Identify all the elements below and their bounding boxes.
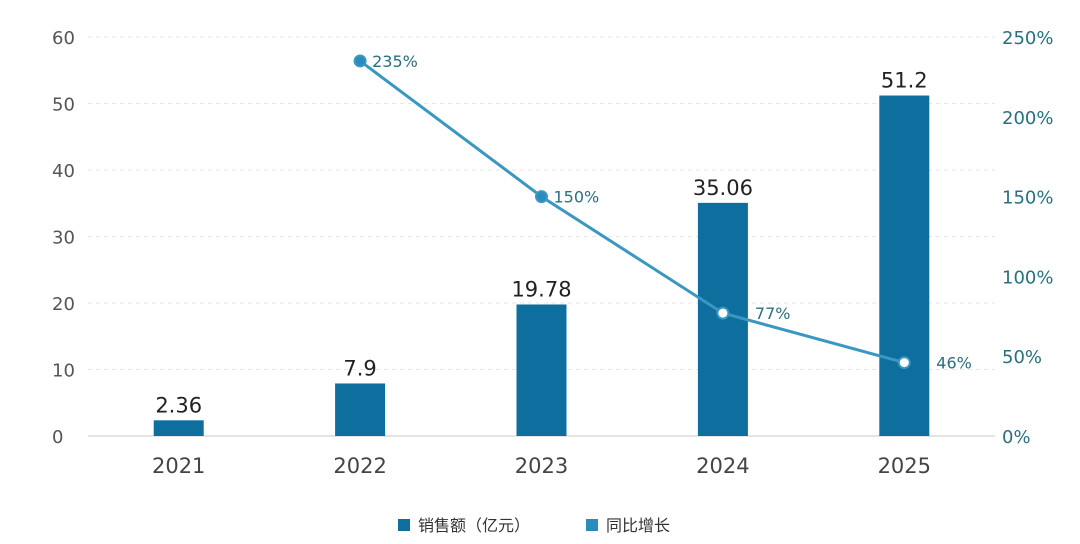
y-right-tick-label: 100% [1002, 267, 1053, 288]
growth-point [535, 190, 548, 204]
grid-lines [88, 36, 995, 370]
y-right-tick-label: 50% [1002, 347, 1042, 368]
growth-value-label: 150% [554, 188, 600, 207]
y-left-tick-label: 40 [52, 161, 75, 182]
legend-label-sales: 销售额（亿元） [418, 516, 530, 535]
growth-point [353, 54, 367, 68]
line-series: 235% 150% 77% 46% [353, 52, 972, 373]
y-left-tick-label: 10 [52, 361, 75, 382]
y-right-tick-label: 0% [1002, 427, 1031, 448]
legend-swatch-growth [586, 519, 598, 531]
y-left-tick-label: 0 [52, 427, 63, 448]
bar [335, 383, 386, 436]
y-right-tick-label: 250% [1002, 28, 1053, 49]
y-left-tick-label: 30 [52, 228, 75, 249]
bar [153, 420, 204, 436]
legend-label-growth: 同比增长 [606, 516, 670, 535]
x-tick-label: 2025 [878, 454, 931, 478]
legend-swatch-sales [398, 519, 410, 531]
growth-line [359, 59, 905, 365]
growth-value-label: 235% [372, 52, 418, 71]
bar-series: 2.36 7.9 19.78 35.06 51.2 [153, 69, 930, 437]
bar-value-label: 51.2 [881, 69, 928, 93]
x-tick-label: 2023 [515, 454, 568, 478]
y-right-tick-label: 200% [1002, 108, 1053, 129]
legend: 销售额（亿元） 同比增长 [398, 516, 670, 535]
x-tick-label: 2022 [333, 454, 386, 478]
bar-value-label: 2.36 [155, 393, 202, 417]
bar [516, 304, 567, 436]
growth-value-label: 77% [755, 304, 791, 323]
bar-value-label: 7.9 [343, 356, 376, 380]
y-left-tick-label: 60 [52, 28, 75, 49]
x-tick-label: 2021 [152, 454, 205, 478]
y-left-tick-label: 50 [52, 95, 75, 116]
x-tick-label: 2024 [696, 454, 749, 478]
y-right-tick-label: 150% [1002, 188, 1053, 209]
y-left-tick-label: 20 [52, 294, 75, 315]
growth-point [897, 356, 911, 370]
growth-value-label: 46% [936, 354, 972, 373]
bar-value-label: 19.78 [511, 277, 571, 301]
bar [879, 95, 930, 437]
bar-value-label: 35.06 [693, 176, 753, 200]
growth-point [716, 306, 730, 320]
